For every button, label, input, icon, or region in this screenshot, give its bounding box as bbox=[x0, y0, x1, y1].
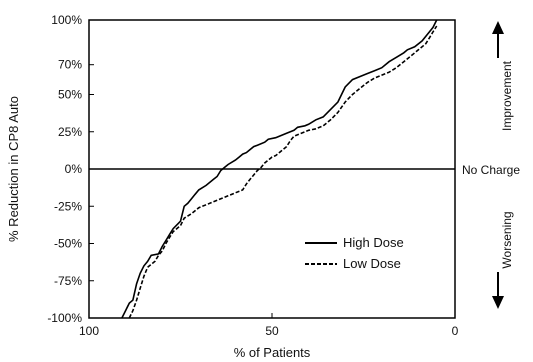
y-tick-label: 70% bbox=[58, 58, 82, 72]
reference-line-label: No Charge bbox=[462, 163, 520, 177]
up-arrow-icon bbox=[492, 21, 504, 34]
y-tick-label: -25% bbox=[54, 199, 82, 213]
y-tick-label: 50% bbox=[58, 88, 82, 102]
series-line-low-dose bbox=[128, 25, 438, 319]
legend-label-low-dose: Low Dose bbox=[343, 256, 401, 271]
x-tick-label: 50 bbox=[265, 324, 279, 338]
legend: High Dose Low Dose bbox=[305, 235, 404, 271]
x-axis-label: % of Patients bbox=[234, 345, 311, 360]
legend-label-high-dose: High Dose bbox=[343, 235, 404, 250]
worsening-annotation: Worsening bbox=[492, 211, 514, 309]
y-tick-label: 25% bbox=[58, 125, 82, 139]
y-axis-label: % Reduction in CP8 Auto bbox=[6, 96, 21, 242]
worsening-label: Worsening bbox=[500, 211, 514, 268]
y-axis-ticks: 100% 70% 50% 25% 0% -25% -50% -75% -100% bbox=[47, 13, 94, 325]
improvement-label: Improvement bbox=[500, 60, 514, 131]
series-lines bbox=[121, 19, 438, 319]
x-tick-label: 0 bbox=[452, 324, 459, 338]
improvement-annotation: Improvement bbox=[492, 21, 514, 131]
y-tick-label: -75% bbox=[54, 274, 82, 288]
x-tick-label: 100 bbox=[79, 324, 99, 338]
y-tick-label: 0% bbox=[65, 162, 83, 176]
y-tick-label: -100% bbox=[47, 311, 82, 325]
y-tick-label: 100% bbox=[51, 13, 82, 27]
y-tick-label: -50% bbox=[54, 237, 82, 251]
x-axis-ticks: 100 50 0 bbox=[79, 313, 459, 338]
down-arrow-icon bbox=[492, 296, 504, 309]
series-line-high-dose bbox=[121, 19, 438, 319]
